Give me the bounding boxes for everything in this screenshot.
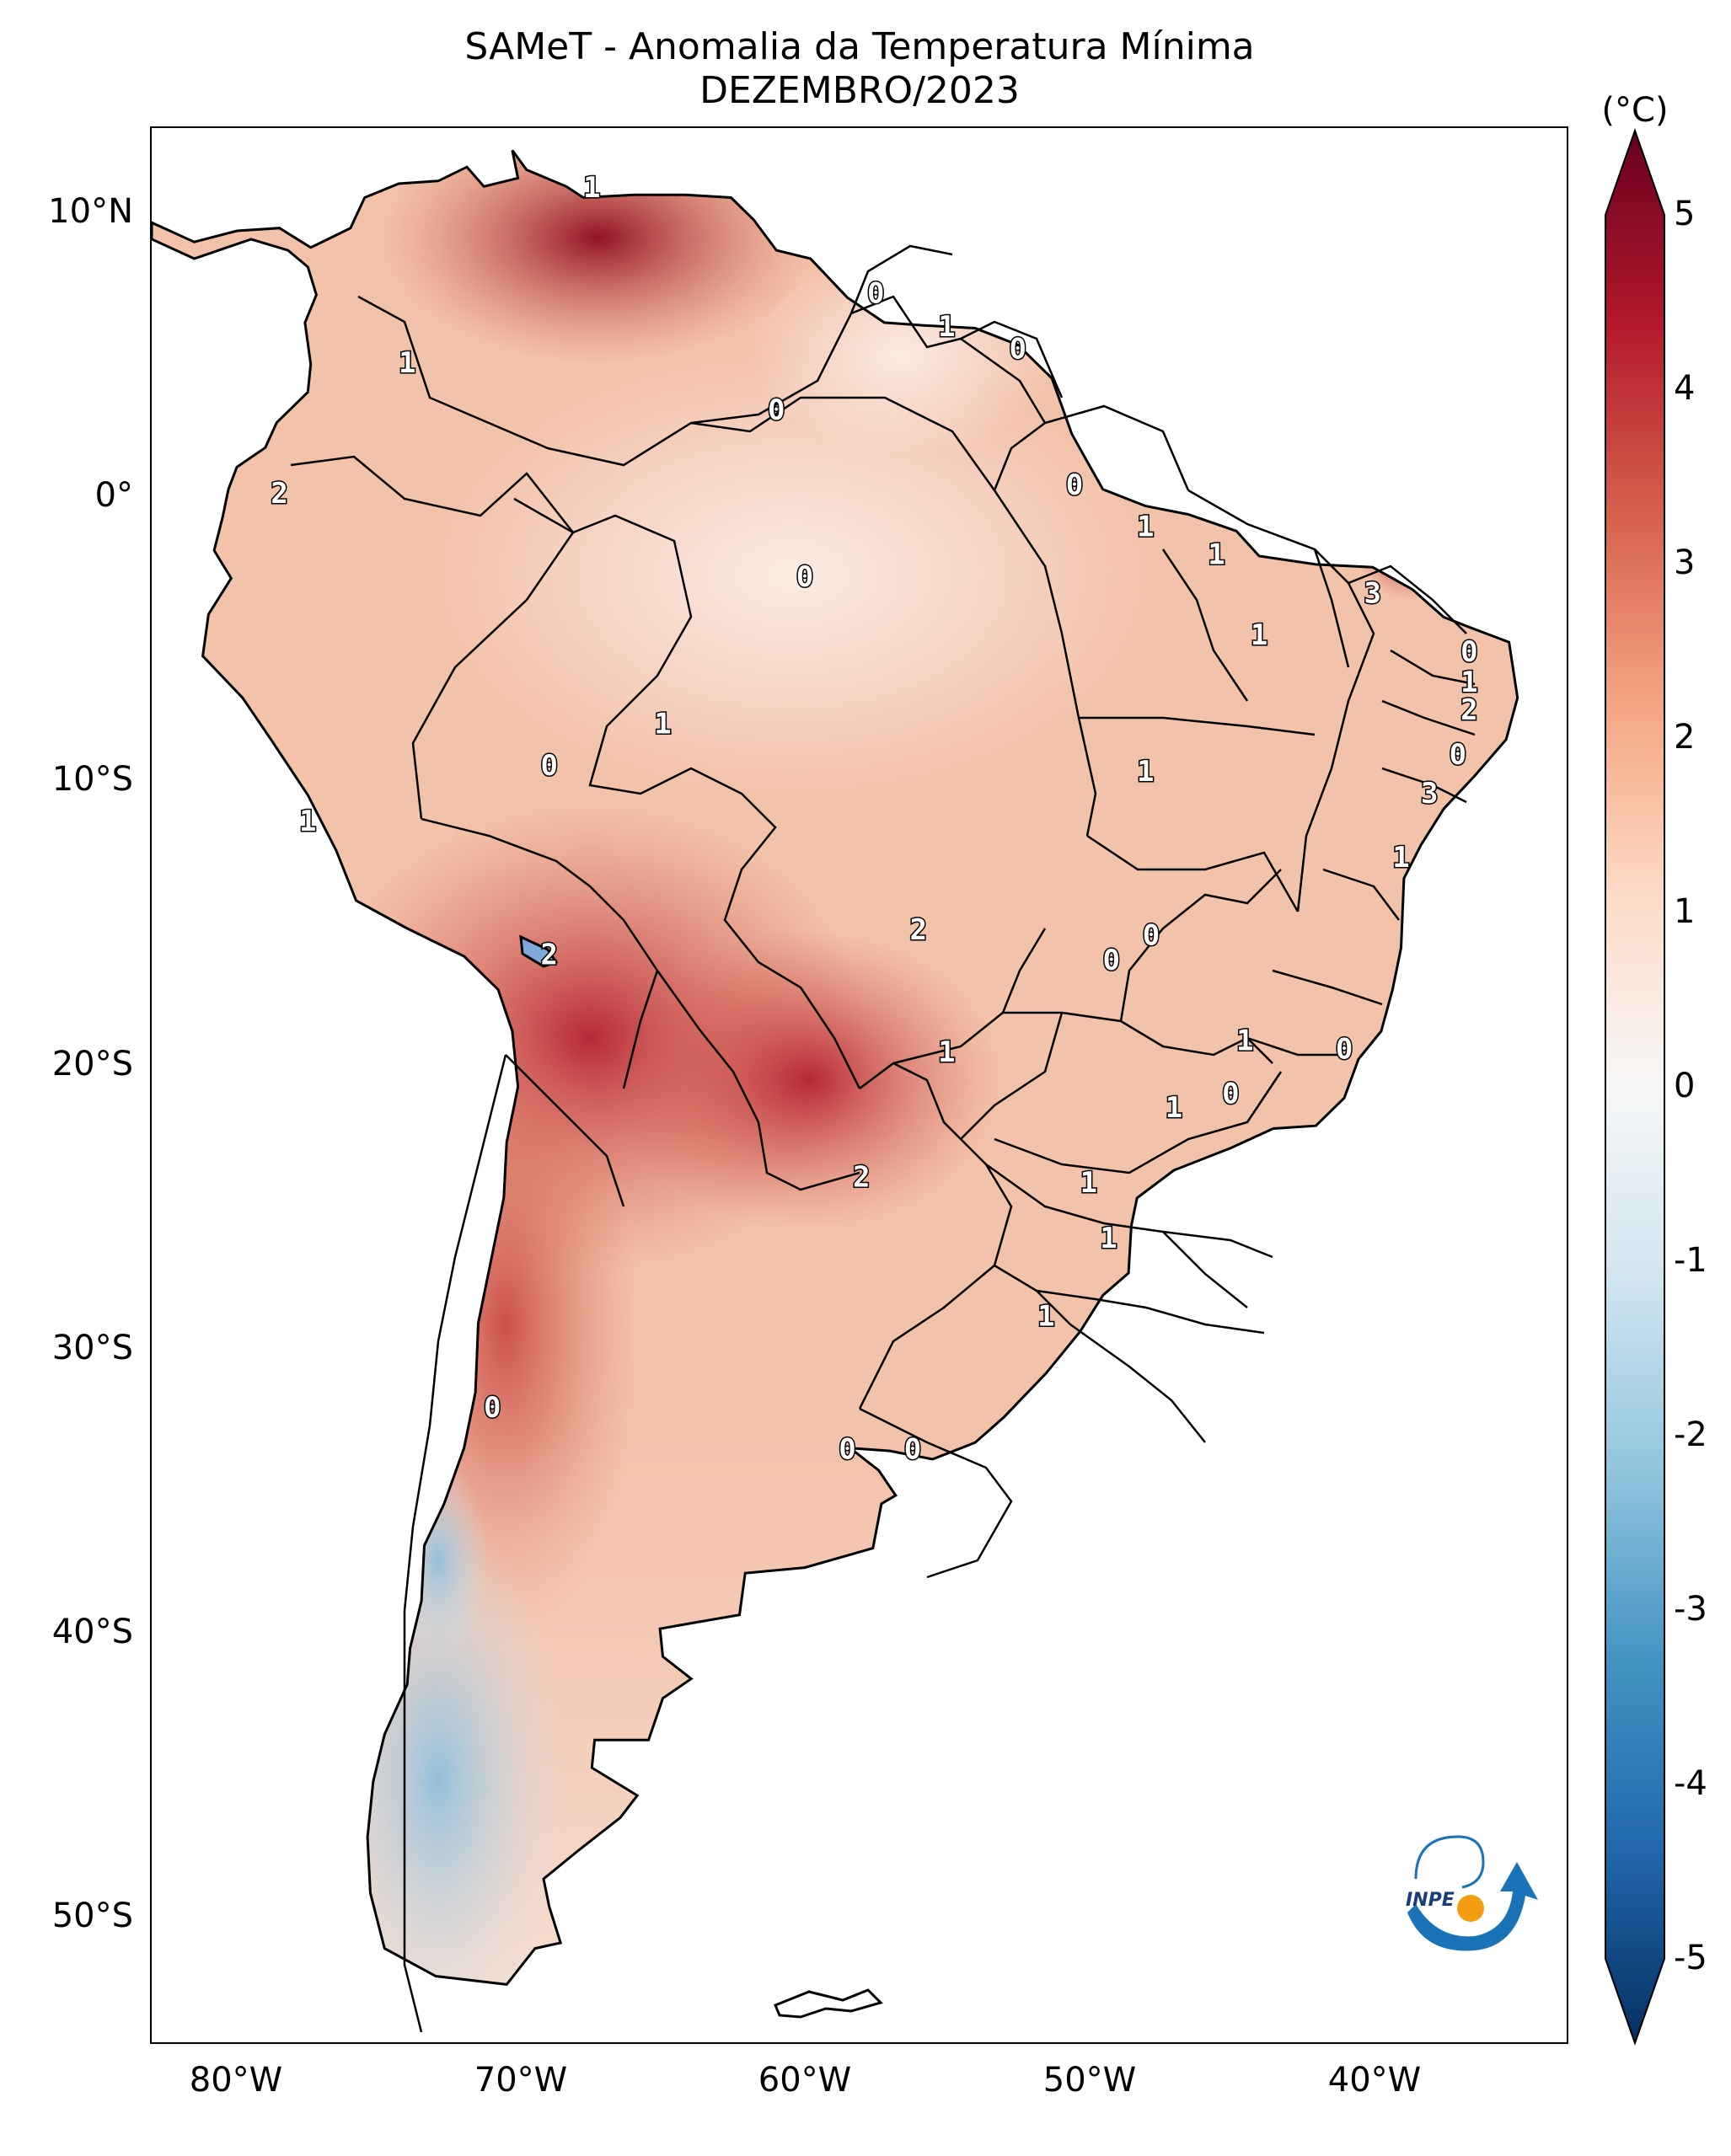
lat-label-20s: 20°S [51, 1045, 133, 1083]
south-neutral-fade [152, 1434, 1518, 1985]
contour-label: 1 [1037, 1299, 1054, 1333]
neutral-guiana [750, 254, 1053, 457]
colorbar-tick-label: 5 [1674, 195, 1696, 233]
contour-label: 2 [853, 1160, 870, 1194]
contour-label: 2 [1460, 693, 1477, 727]
lon-label-40w: 40°W [1327, 2061, 1422, 2100]
colorbar-tick-label: -5 [1674, 1939, 1707, 1977]
contour-label: 2 [271, 477, 287, 511]
colorbar-tick-label: -2 [1674, 1415, 1707, 1454]
contour-label: 1 [1166, 1091, 1182, 1125]
colorbar-tick-label: 4 [1674, 369, 1696, 408]
lat-label-40s: 40°S [51, 1613, 133, 1651]
continent-outline [152, 149, 1519, 1986]
inpe-orbit-icon [1414, 1835, 1485, 1889]
contour-label: 3 [1421, 777, 1438, 811]
contour-label: 1 [1236, 1025, 1253, 1058]
lat-label-10n: 10°N [48, 192, 133, 231]
cold-spot-chiloe [388, 1459, 489, 1661]
lat-label-30s: 30°S [51, 1329, 133, 1367]
contour-label: 1 [1460, 666, 1477, 699]
neutral-amazon [438, 356, 1146, 794]
contour-label: 1 [654, 708, 671, 741]
contour-label: 1 [299, 805, 316, 838]
colorbar-tick-label: 1 [1674, 892, 1696, 931]
contour-label: 0 [1222, 1077, 1239, 1110]
contour-label: 1 [938, 1035, 955, 1069]
contour-label: 0 [904, 1433, 921, 1467]
inpe-sun-icon [1457, 1895, 1484, 1922]
lat-label-50s: 50°S [51, 1897, 133, 1935]
contour-label: 1 [1392, 841, 1409, 875]
contour-label: 1 [1100, 1222, 1117, 1255]
title-line-2: DEZEMBRO/2023 [699, 69, 1020, 112]
lake-titicaca [519, 934, 559, 968]
political-borders [290, 244, 1476, 2033]
colorbar-tick-label: 2 [1674, 718, 1696, 757]
contour-label: 1 [1080, 1166, 1097, 1200]
lon-label-60w: 60°W [758, 2061, 852, 2100]
falkland-islands [774, 1988, 883, 2019]
contour-label: 0 [1460, 635, 1477, 669]
inpe-swoosh-icon [1407, 1862, 1538, 1951]
colorbar-body [1605, 127, 1665, 2046]
contour-label: 2 [909, 913, 926, 947]
anomaly-field [152, 150, 1518, 1985]
contour-label: 0 [1450, 738, 1466, 772]
contour-label: 3 [1364, 577, 1381, 611]
contour-label: 2 [540, 939, 557, 972]
contour-label: 0 [1143, 918, 1160, 952]
contour-label: 0 [484, 1391, 501, 1425]
contour-label: 0 [867, 276, 884, 310]
colorbar-tick-label: -4 [1674, 1764, 1707, 1803]
contour-label: 1 [399, 346, 415, 380]
contour-label: 1 [1137, 755, 1154, 789]
colorbar-tick-label: -3 [1674, 1590, 1707, 1629]
contour-label: 0 [1066, 468, 1083, 502]
title-line-1: SAMeT - Anomalia da Temperatura Mínima [464, 25, 1255, 68]
lat-label-0: 0° [94, 476, 133, 515]
contour-label: 1 [1251, 618, 1267, 652]
contour-label: 0 [1103, 944, 1120, 977]
colorbar-tick-label: 0 [1674, 1067, 1696, 1105]
inpe-logo: INPE [1406, 1835, 1538, 1951]
contour-label: 1 [938, 310, 955, 344]
contour-label: 0 [839, 1433, 855, 1467]
lat-label-10s: 10°S [51, 760, 133, 799]
contour-label: 1 [1137, 511, 1154, 544]
contour-label: 0 [1009, 332, 1026, 366]
colorbar-unit: (°C) [1601, 91, 1669, 130]
lon-label-80w: 80°W [189, 2061, 283, 2100]
contour-label: 0 [796, 560, 813, 594]
contour-label: 1 [1208, 538, 1225, 572]
contour-label: 0 [1336, 1033, 1353, 1067]
contour-label: 1 [583, 171, 600, 205]
contour-label: 0 [768, 393, 785, 427]
lon-label-50w: 50°W [1042, 2061, 1137, 2100]
contour-label: 0 [540, 749, 557, 783]
colorbar [1605, 127, 1665, 2046]
lon-label-70w: 70°W [474, 2061, 568, 2100]
map-title: SAMeT - Anomalia da Temperatura Mínima D… [135, 25, 1584, 113]
hot-spot-paraguay [615, 928, 1003, 1232]
inpe-logo-text: INPE [1406, 1890, 1455, 1911]
colorbar-tick-label: 3 [1674, 543, 1696, 582]
colorbar-tick-label: -1 [1674, 1241, 1707, 1280]
